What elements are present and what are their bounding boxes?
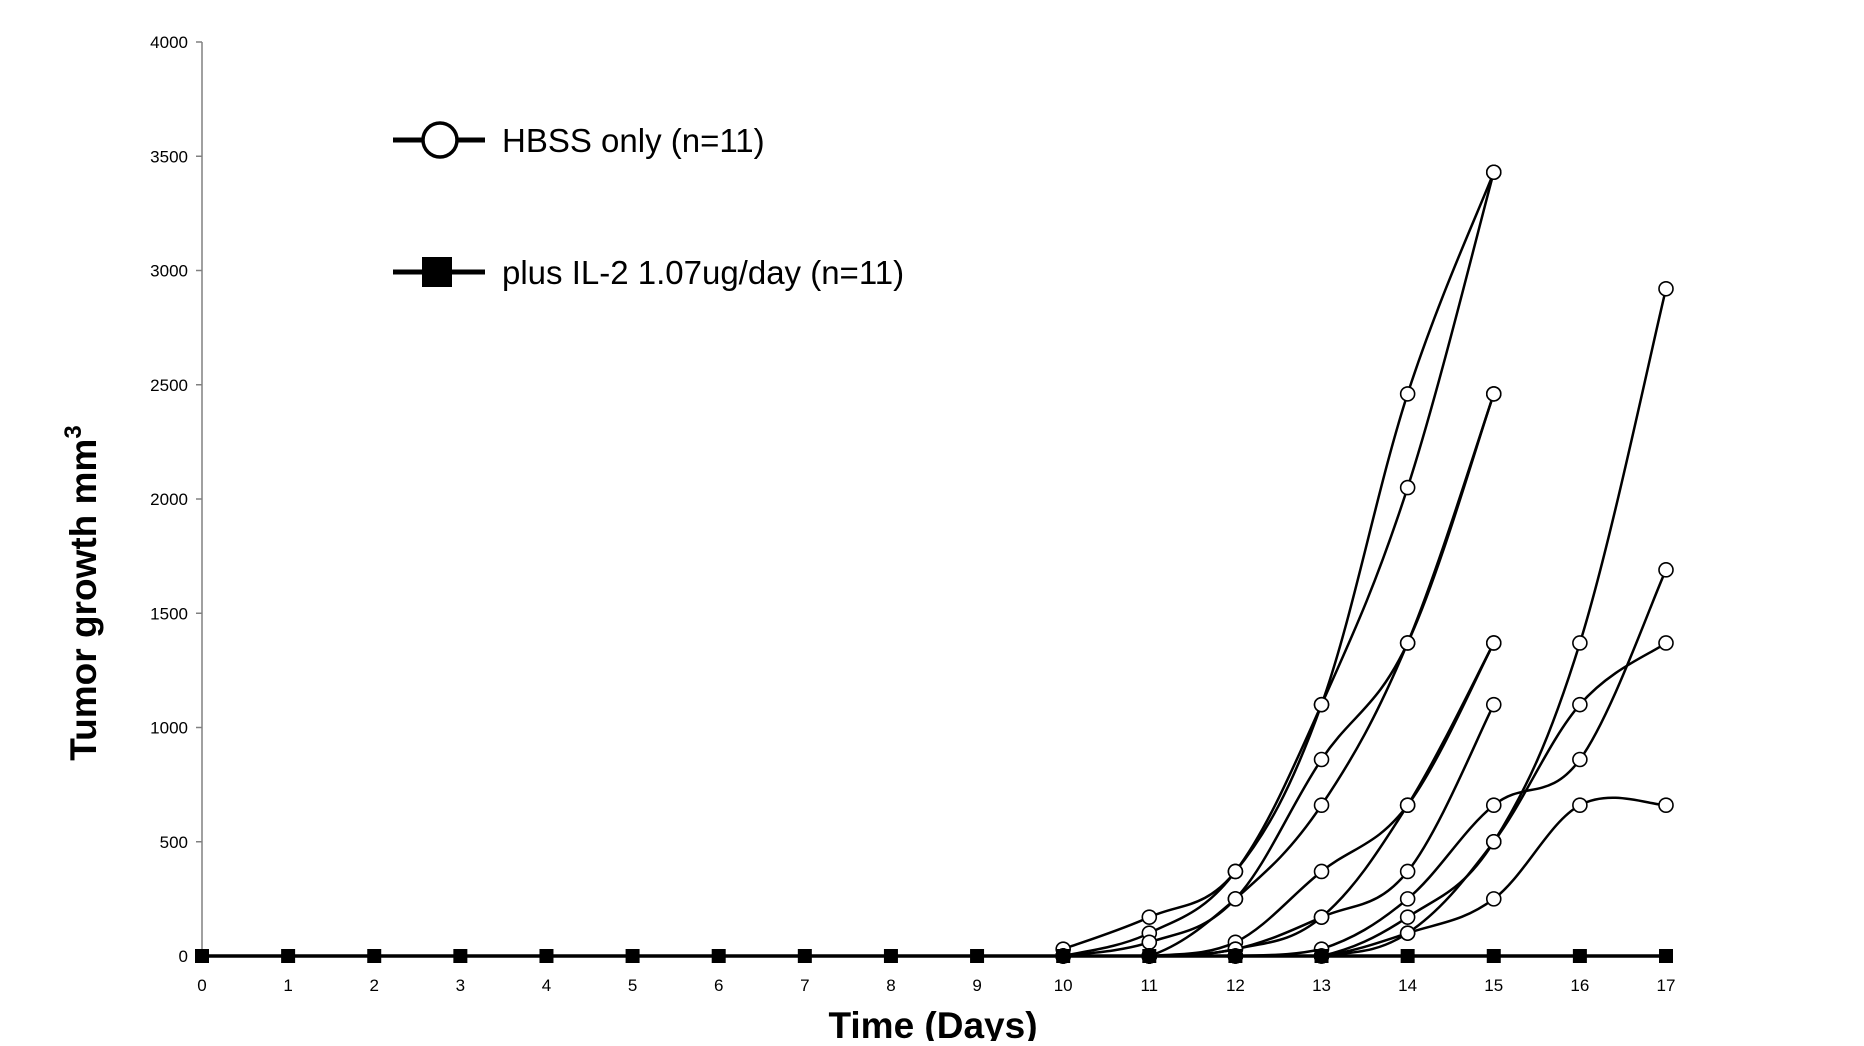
x-tick-label: 1 xyxy=(283,976,292,995)
x-tick-label: 15 xyxy=(1484,976,1503,995)
data-point-circle xyxy=(1399,925,1416,941)
data-point-circle xyxy=(1313,696,1330,713)
data-point-circle xyxy=(1572,696,1588,713)
y-tick-label: 1500 xyxy=(150,604,188,623)
legend-marker-square xyxy=(422,257,452,287)
data-point-square xyxy=(1572,949,1587,963)
y-axis-title-superscript: 3 xyxy=(60,425,87,438)
data-point-circle xyxy=(1658,280,1674,297)
data-point-square xyxy=(797,949,812,963)
data-point-square xyxy=(539,949,554,963)
y-tick-label: 3500 xyxy=(150,147,188,166)
data-point-circle xyxy=(1313,751,1330,768)
data-point-circle xyxy=(1572,751,1588,768)
x-tick-label: 0 xyxy=(197,976,206,995)
x-tick-label: 7 xyxy=(800,976,809,995)
y-axis-title-text: Tumor growth mm xyxy=(63,439,104,761)
data-point-square xyxy=(625,949,640,963)
y-tick-label: 2500 xyxy=(150,376,188,395)
x-tick-label: 10 xyxy=(1054,976,1073,995)
x-tick-label: 12 xyxy=(1226,976,1245,995)
x-tick-label: 5 xyxy=(628,976,637,995)
data-point-circle xyxy=(1658,562,1674,578)
x-tick-label: 17 xyxy=(1657,976,1676,995)
x-tick-label: 4 xyxy=(542,976,551,995)
y-axis-title: Tumor growth mm3 xyxy=(60,425,104,760)
data-point-square xyxy=(970,949,985,963)
legend-marker-circle xyxy=(421,121,459,159)
y-tick-label: 4000 xyxy=(150,33,188,52)
data-point-square xyxy=(1486,949,1501,963)
data-point-circle xyxy=(1399,797,1416,813)
data-point-circle xyxy=(1399,635,1416,651)
markers-layer xyxy=(195,164,1674,964)
data-point-circle xyxy=(1227,891,1244,907)
data-point-circle xyxy=(1141,909,1158,925)
series-line-3 xyxy=(1061,392,1496,958)
data-point-circle xyxy=(1485,164,1502,181)
legend: HBSS only (n=11) plus IL-2 1.07ug/day (n=… xyxy=(393,121,904,291)
legend-label-2: plus IL-2 1.07ug/day (n=11) xyxy=(502,254,904,291)
data-point-circle xyxy=(1141,934,1158,951)
data-point-circle xyxy=(1399,863,1416,880)
series-line-7 xyxy=(1061,703,1496,958)
data-point-square xyxy=(453,949,468,963)
x-tick-label: 8 xyxy=(886,976,895,995)
data-point-circle xyxy=(1399,891,1416,907)
data-point-circle xyxy=(1399,386,1416,402)
x-tick-label: 2 xyxy=(370,976,379,995)
y-tick-label: 1000 xyxy=(150,719,188,738)
x-tick-label: 3 xyxy=(456,976,465,995)
data-point-circle xyxy=(1313,909,1330,925)
y-tick-label: 2000 xyxy=(150,490,188,509)
data-point-square xyxy=(195,949,209,963)
x-axis-title: Time (Days) xyxy=(828,1005,1037,1041)
data-point-square xyxy=(711,949,726,963)
data-point-circle xyxy=(1485,833,1502,850)
x-tick-label: 9 xyxy=(972,976,981,995)
data-point-square xyxy=(1228,949,1243,963)
x-tick-label: 14 xyxy=(1398,976,1417,995)
data-point-circle xyxy=(1399,479,1416,496)
data-point-circle xyxy=(1313,863,1330,880)
series-line-4 xyxy=(1061,392,1496,958)
x-tick-label: 13 xyxy=(1312,976,1331,995)
data-point-circle xyxy=(1485,635,1502,651)
data-point-square xyxy=(1400,949,1415,963)
series-layer xyxy=(200,170,1668,958)
data-point-circle xyxy=(1572,797,1588,813)
data-point-circle xyxy=(1399,909,1416,925)
legend-label-1: HBSS only (n=11) xyxy=(502,122,765,159)
data-point-square xyxy=(281,949,296,963)
data-point-circle xyxy=(1227,863,1244,880)
data-point-circle xyxy=(1485,891,1502,907)
data-point-circle xyxy=(1572,635,1588,651)
y-tick-label: 3000 xyxy=(150,262,188,281)
data-point-square xyxy=(1142,949,1157,963)
data-point-circle xyxy=(1658,635,1674,651)
data-point-circle xyxy=(1313,797,1330,813)
x-tick-label: 16 xyxy=(1570,976,1589,995)
x-tick-label: 6 xyxy=(714,976,723,995)
data-point-circle xyxy=(1485,797,1502,813)
y-tick-label: 0 xyxy=(179,947,188,966)
data-point-square xyxy=(1314,949,1329,963)
data-point-circle xyxy=(1485,386,1502,402)
data-point-square xyxy=(1659,949,1673,963)
data-point-square xyxy=(367,949,382,963)
data-point-square xyxy=(883,949,898,963)
data-point-circle xyxy=(1485,696,1502,713)
x-tick-label: 11 xyxy=(1140,976,1158,995)
data-point-square xyxy=(1056,949,1071,963)
y-tick-label: 500 xyxy=(160,833,188,852)
data-point-circle xyxy=(1658,797,1674,813)
